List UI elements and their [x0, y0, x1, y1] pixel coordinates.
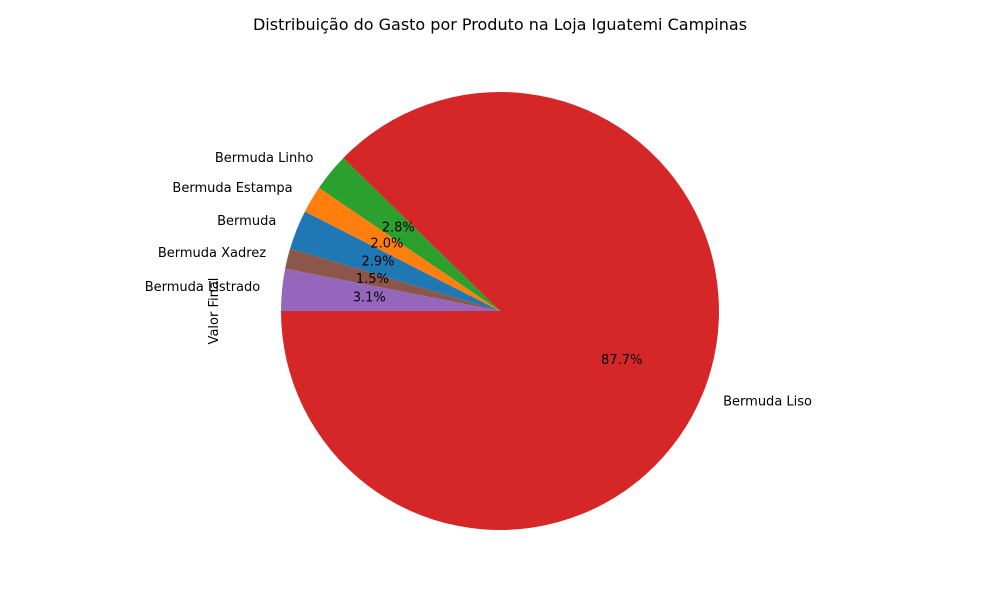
- slice-label-bermuda: Bermuda: [217, 214, 276, 229]
- slice-percent-bermuda: 2.9%: [361, 255, 394, 270]
- pie-slice-bermuda-linho: [318, 158, 500, 311]
- slice-percent-bermuda-linho: 2.8%: [382, 220, 415, 235]
- pie-labels: Bermuda Liso 87.7% Bermuda Linho 2.8% Bermud…: [145, 151, 812, 409]
- pie-slice-bermuda-xadrez: [285, 248, 500, 311]
- slice-label-bermuda-estampa: Bermuda Estampa: [172, 181, 292, 196]
- pie-slice-bermuda-liso: [281, 91, 719, 530]
- slice-percent-bermuda-listrado: 3.1%: [353, 291, 386, 306]
- pie-slice-bermuda-estampa: [304, 187, 500, 311]
- slice-label-bermuda-xadrez: Bermuda Xadrez: [158, 246, 266, 261]
- slice-label-bermuda-listrado: Bermuda Listrado: [145, 280, 261, 295]
- pie-slice-bermuda: [290, 211, 500, 311]
- pie-slice-bermuda-listrado: [281, 268, 500, 311]
- slice-label-bermuda-liso: Bermuda Liso: [723, 394, 812, 409]
- chart-title: Distribuição do Gasto por Produto na Loj…: [253, 15, 747, 34]
- slice-label-bermuda-linho: Bermuda Linho: [215, 151, 314, 166]
- slice-percent-bermuda-estampa: 2.0%: [370, 237, 403, 252]
- y-axis-label: Valor Final: [207, 278, 222, 345]
- pie-slices: [281, 91, 719, 530]
- slice-percent-bermuda-liso: 87.7%: [601, 353, 642, 368]
- slice-percent-bermuda-xadrez: 1.5%: [356, 272, 389, 287]
